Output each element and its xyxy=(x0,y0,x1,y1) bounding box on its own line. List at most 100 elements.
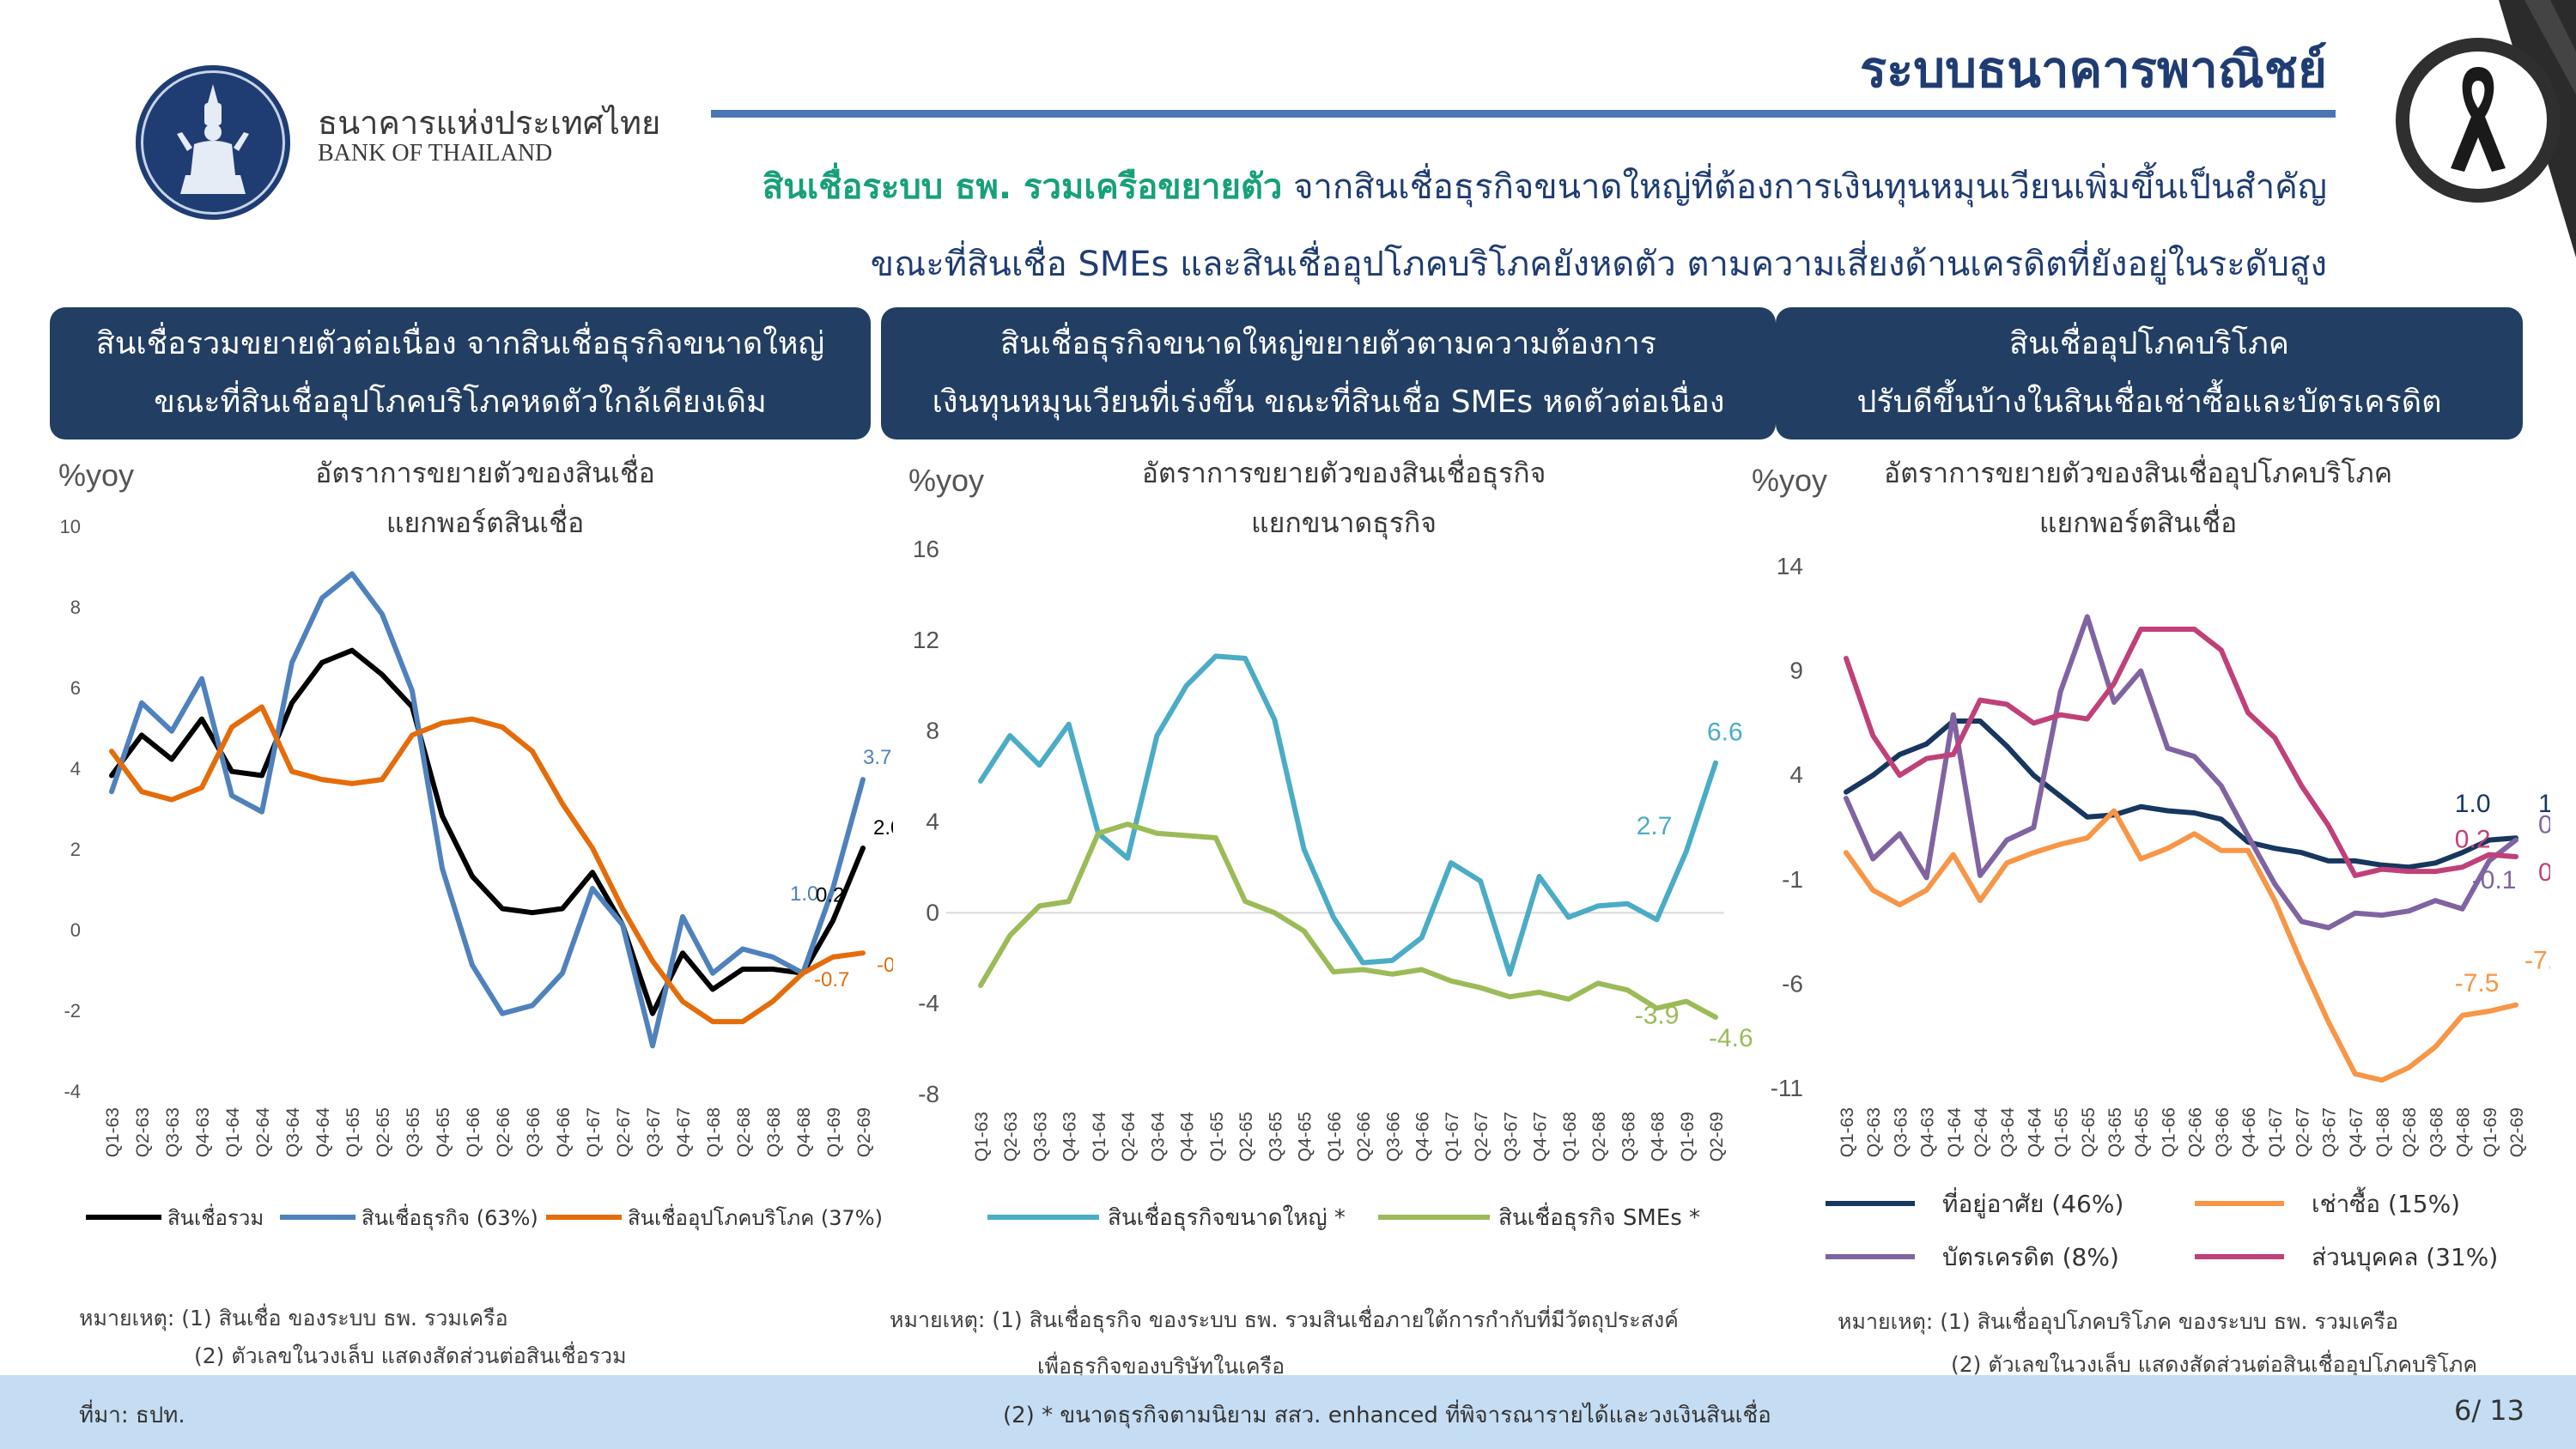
y-tick-label: -11 xyxy=(1771,1075,1803,1101)
footnote-left-2: (2) ตัวเลขในวงเล็บ แสดงสัดส่วนต่อสินเชื่… xyxy=(194,1343,627,1368)
x-tick-label: Q1-68 xyxy=(2373,1107,2393,1157)
x-tick-label: Q4-65 xyxy=(434,1107,453,1157)
data-label: -7.5 xyxy=(2455,969,2500,997)
x-tick-label: Q1-64 xyxy=(1090,1112,1109,1162)
y-tick-label: 12 xyxy=(913,627,939,653)
x-tick-label: Q3-64 xyxy=(1148,1112,1168,1162)
header-divider xyxy=(711,110,2336,118)
x-tick-label: Q2-67 xyxy=(1472,1112,1492,1161)
x-tick-label: Q4-68 xyxy=(1649,1112,1668,1161)
series-line xyxy=(109,704,866,1025)
x-tick-label: Q2-66 xyxy=(2186,1107,2206,1157)
series-line xyxy=(1844,718,2518,870)
footer-bar xyxy=(0,1375,2576,1449)
data-label: -0.1 xyxy=(2472,866,2517,894)
series-line xyxy=(1844,627,2518,878)
legend-label: เช่าซื้อ (15%) xyxy=(2312,1186,2460,1218)
y-tick-label: 14 xyxy=(1777,553,1803,579)
footnote-right-2: (2) ตัวเลขในวงเล็บ แสดงสัดส่วนต่อสินเชื่… xyxy=(1951,1352,2478,1377)
y-tick-label: 8 xyxy=(926,718,939,744)
banner-line: ขณะที่สินเชื่ออุปโภคบริโภคหดตัวใกล้เคียง… xyxy=(154,385,767,420)
legend-label: บัตรเครดิต (8%) xyxy=(1942,1243,2119,1271)
data-label: -0.7 xyxy=(814,968,849,991)
x-tick-label: Q3-63 xyxy=(1030,1112,1050,1161)
y-axis-unit: %yoy xyxy=(1752,463,1827,498)
y-tick-label: -2 xyxy=(64,1000,81,1022)
y-tick-label: -8 xyxy=(918,1081,939,1107)
headline-line-2: ขณะที่สินเชื่อ SMEs และสินเชื่ออุปโภคบริ… xyxy=(870,245,2327,284)
data-label: 1.0 xyxy=(2538,790,2550,818)
x-tick-label: Q3-64 xyxy=(1998,1107,2018,1158)
x-tick-label: Q2-65 xyxy=(2079,1107,2099,1157)
footer-note: (2) * ขนาดธุรกิจตามนิยาม สสว. enhanced ท… xyxy=(1003,1403,1771,1428)
x-tick-label: Q3-66 xyxy=(524,1107,544,1157)
page-title: ระบบธนาคารพาณิชย์ xyxy=(1859,40,2327,99)
y-tick-label: 2 xyxy=(70,839,81,860)
legend-label: สินเชื่อธุรกิจขนาดใหญ่ * xyxy=(1108,1202,1346,1231)
legend-label: ส่วนบุคคล (31%) xyxy=(2312,1243,2498,1272)
x-tick-label: Q2-69 xyxy=(854,1107,874,1157)
data-label: 0.2 xyxy=(2455,826,2491,854)
y-tick-label: 0 xyxy=(70,919,81,941)
x-tick-label: Q3-66 xyxy=(2213,1107,2233,1157)
x-tick-label: Q1-66 xyxy=(2159,1107,2178,1157)
data-label: 1.0 xyxy=(790,882,818,906)
chart-subtitle: แยกพอร์ตสินเชื่อ xyxy=(386,504,584,539)
y-tick-label: 8 xyxy=(70,597,81,618)
footnote-mid-1: หมายเหตุ: (1) สินเชื่อธุรกิจ ของระบบ ธพ.… xyxy=(890,1307,1679,1332)
x-tick-label: Q4-64 xyxy=(1178,1112,1198,1162)
x-tick-label: Q2-64 xyxy=(1119,1112,1139,1162)
y-tick-label: -4 xyxy=(64,1081,81,1102)
x-tick-label: Q3-63 xyxy=(163,1107,183,1157)
x-tick-label: Q2-69 xyxy=(1707,1112,1727,1161)
chart-total-loans: %yoy อัตราการขยายตัวของสินเชื่อแยกพอร์ตสิ… xyxy=(58,454,893,1231)
x-tick-label: Q1-69 xyxy=(1678,1112,1698,1161)
x-tick-label: Q1-63 xyxy=(1838,1107,1857,1157)
x-tick-label: Q1-67 xyxy=(584,1107,604,1157)
y-tick-label: 10 xyxy=(60,516,81,537)
bank-logo xyxy=(136,65,290,220)
x-tick-label: Q4-67 xyxy=(674,1107,694,1157)
x-tick-label: Q2-63 xyxy=(133,1107,153,1157)
x-tick-label: Q2-67 xyxy=(2293,1107,2312,1157)
legend-label: สินเชื่อธุรกิจ SMEs * xyxy=(1498,1202,1700,1231)
x-tick-label: Q1-63 xyxy=(972,1112,992,1161)
x-tick-label: Q2-65 xyxy=(1236,1112,1256,1161)
y-tick-label: -6 xyxy=(1782,970,1803,997)
x-tick-label: Q1-65 xyxy=(343,1107,363,1157)
x-tick-label: Q4-66 xyxy=(2239,1107,2259,1157)
chart-business-loans: %yoy อัตราการขยายตัวของสินเชื่อธุรกิจแยกข… xyxy=(908,454,1753,1231)
x-tick-label: Q4-67 xyxy=(1531,1112,1551,1161)
bank-name-english: BANK OF THAILAND xyxy=(318,140,553,167)
x-tick-label: Q3-65 xyxy=(1266,1112,1285,1161)
banner-line: สินเชื่อธุรกิจขนาดใหญ่ขยายตัวตามความต้อง… xyxy=(999,326,1657,361)
series-line xyxy=(109,647,866,1016)
y-tick-label: 16 xyxy=(913,536,939,562)
data-label: 2.0 xyxy=(873,816,893,840)
x-tick-label: Q4-68 xyxy=(794,1107,814,1157)
x-tick-label: Q3-66 xyxy=(1383,1112,1403,1161)
x-tick-label: Q1-63 xyxy=(103,1107,123,1157)
x-tick-label: Q1-64 xyxy=(223,1107,243,1158)
x-tick-label: Q1-67 xyxy=(1443,1112,1462,1161)
x-tick-label: Q2-68 xyxy=(2400,1107,2420,1157)
y-tick-label: 4 xyxy=(1789,761,1803,788)
data-label: 6.6 xyxy=(1707,718,1743,747)
series-line xyxy=(1844,614,2518,931)
x-tick-label: Q1-69 xyxy=(824,1107,844,1157)
series-line xyxy=(109,571,866,1049)
series-line xyxy=(1844,808,2518,1083)
x-tick-label: Q4-63 xyxy=(193,1107,213,1157)
x-tick-label: Q1-67 xyxy=(2266,1107,2286,1157)
legend-label: สินเชื่อธุรกิจ (63%) xyxy=(361,1203,538,1231)
x-tick-label: Q1-68 xyxy=(1560,1112,1580,1161)
legend-label: สินเชื่ออุปโภคบริโภค (37%) xyxy=(628,1203,883,1231)
x-tick-label: Q3-63 xyxy=(1891,1107,1911,1157)
footnote-right-1: หมายเหตุ: (1) สินเชื่ออุปโภคบริโภค ของระ… xyxy=(1838,1309,2399,1334)
bank-name-thai: ธนาคารแห่งประเทศไทย xyxy=(318,104,661,142)
data-label: 0.1 xyxy=(2538,858,2550,887)
x-tick-label: Q4-65 xyxy=(1296,1112,1315,1161)
x-tick-label: Q4-67 xyxy=(2347,1107,2366,1157)
x-tick-label: Q2-66 xyxy=(494,1107,513,1157)
data-label: -0.6 xyxy=(877,954,893,977)
